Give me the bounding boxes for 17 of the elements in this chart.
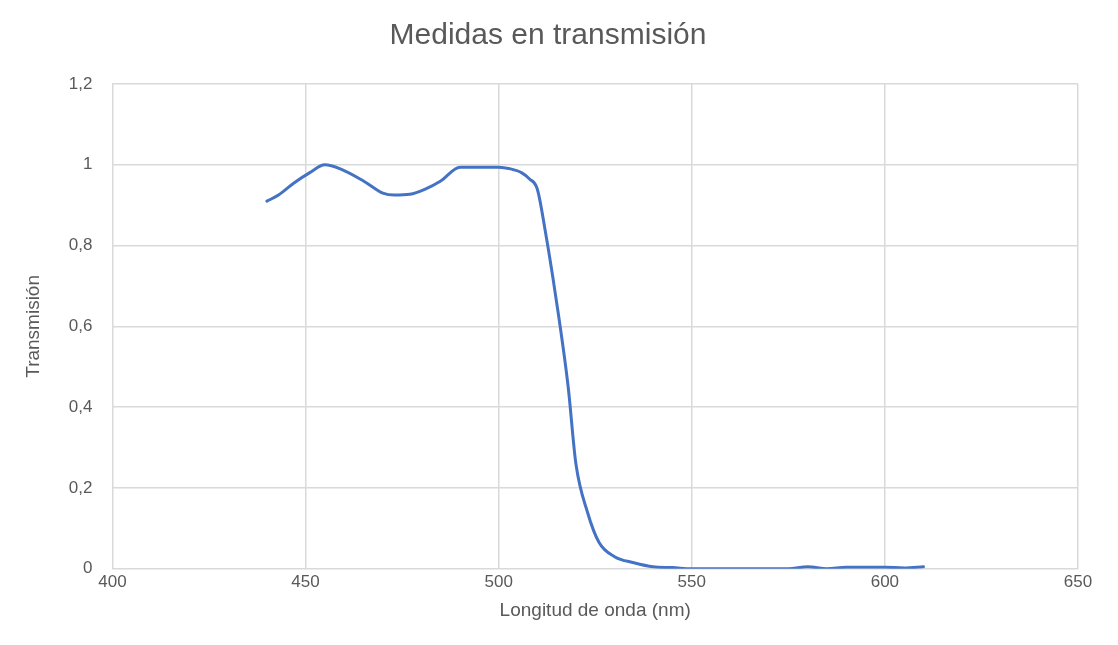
x-tick-label: 450 — [291, 571, 320, 591]
x-tick-label: 600 — [870, 571, 900, 591]
y-tick-label: 1 — [82, 154, 93, 174]
y-tick-label: 0,2 — [68, 477, 93, 497]
y-tick-label: 0,6 — [68, 316, 93, 336]
x-tick-label: 500 — [484, 571, 513, 591]
x-axis-title: Longitud de onda (nm) — [499, 598, 691, 620]
x-tick-label: 400 — [98, 571, 127, 591]
x-tick-label: 650 — [1063, 571, 1093, 591]
x-tick-label: 550 — [677, 571, 706, 591]
y-axis-title: Transmisión — [21, 275, 43, 378]
chart-title: Medidas en transmisión — [389, 17, 707, 51]
y-tick-label: 1,2 — [68, 73, 93, 93]
y-tick-label: 0 — [82, 558, 93, 578]
y-tick-label: 0,4 — [68, 396, 93, 416]
line-series — [265, 163, 926, 569]
y-tick-label: 0,8 — [68, 235, 93, 255]
